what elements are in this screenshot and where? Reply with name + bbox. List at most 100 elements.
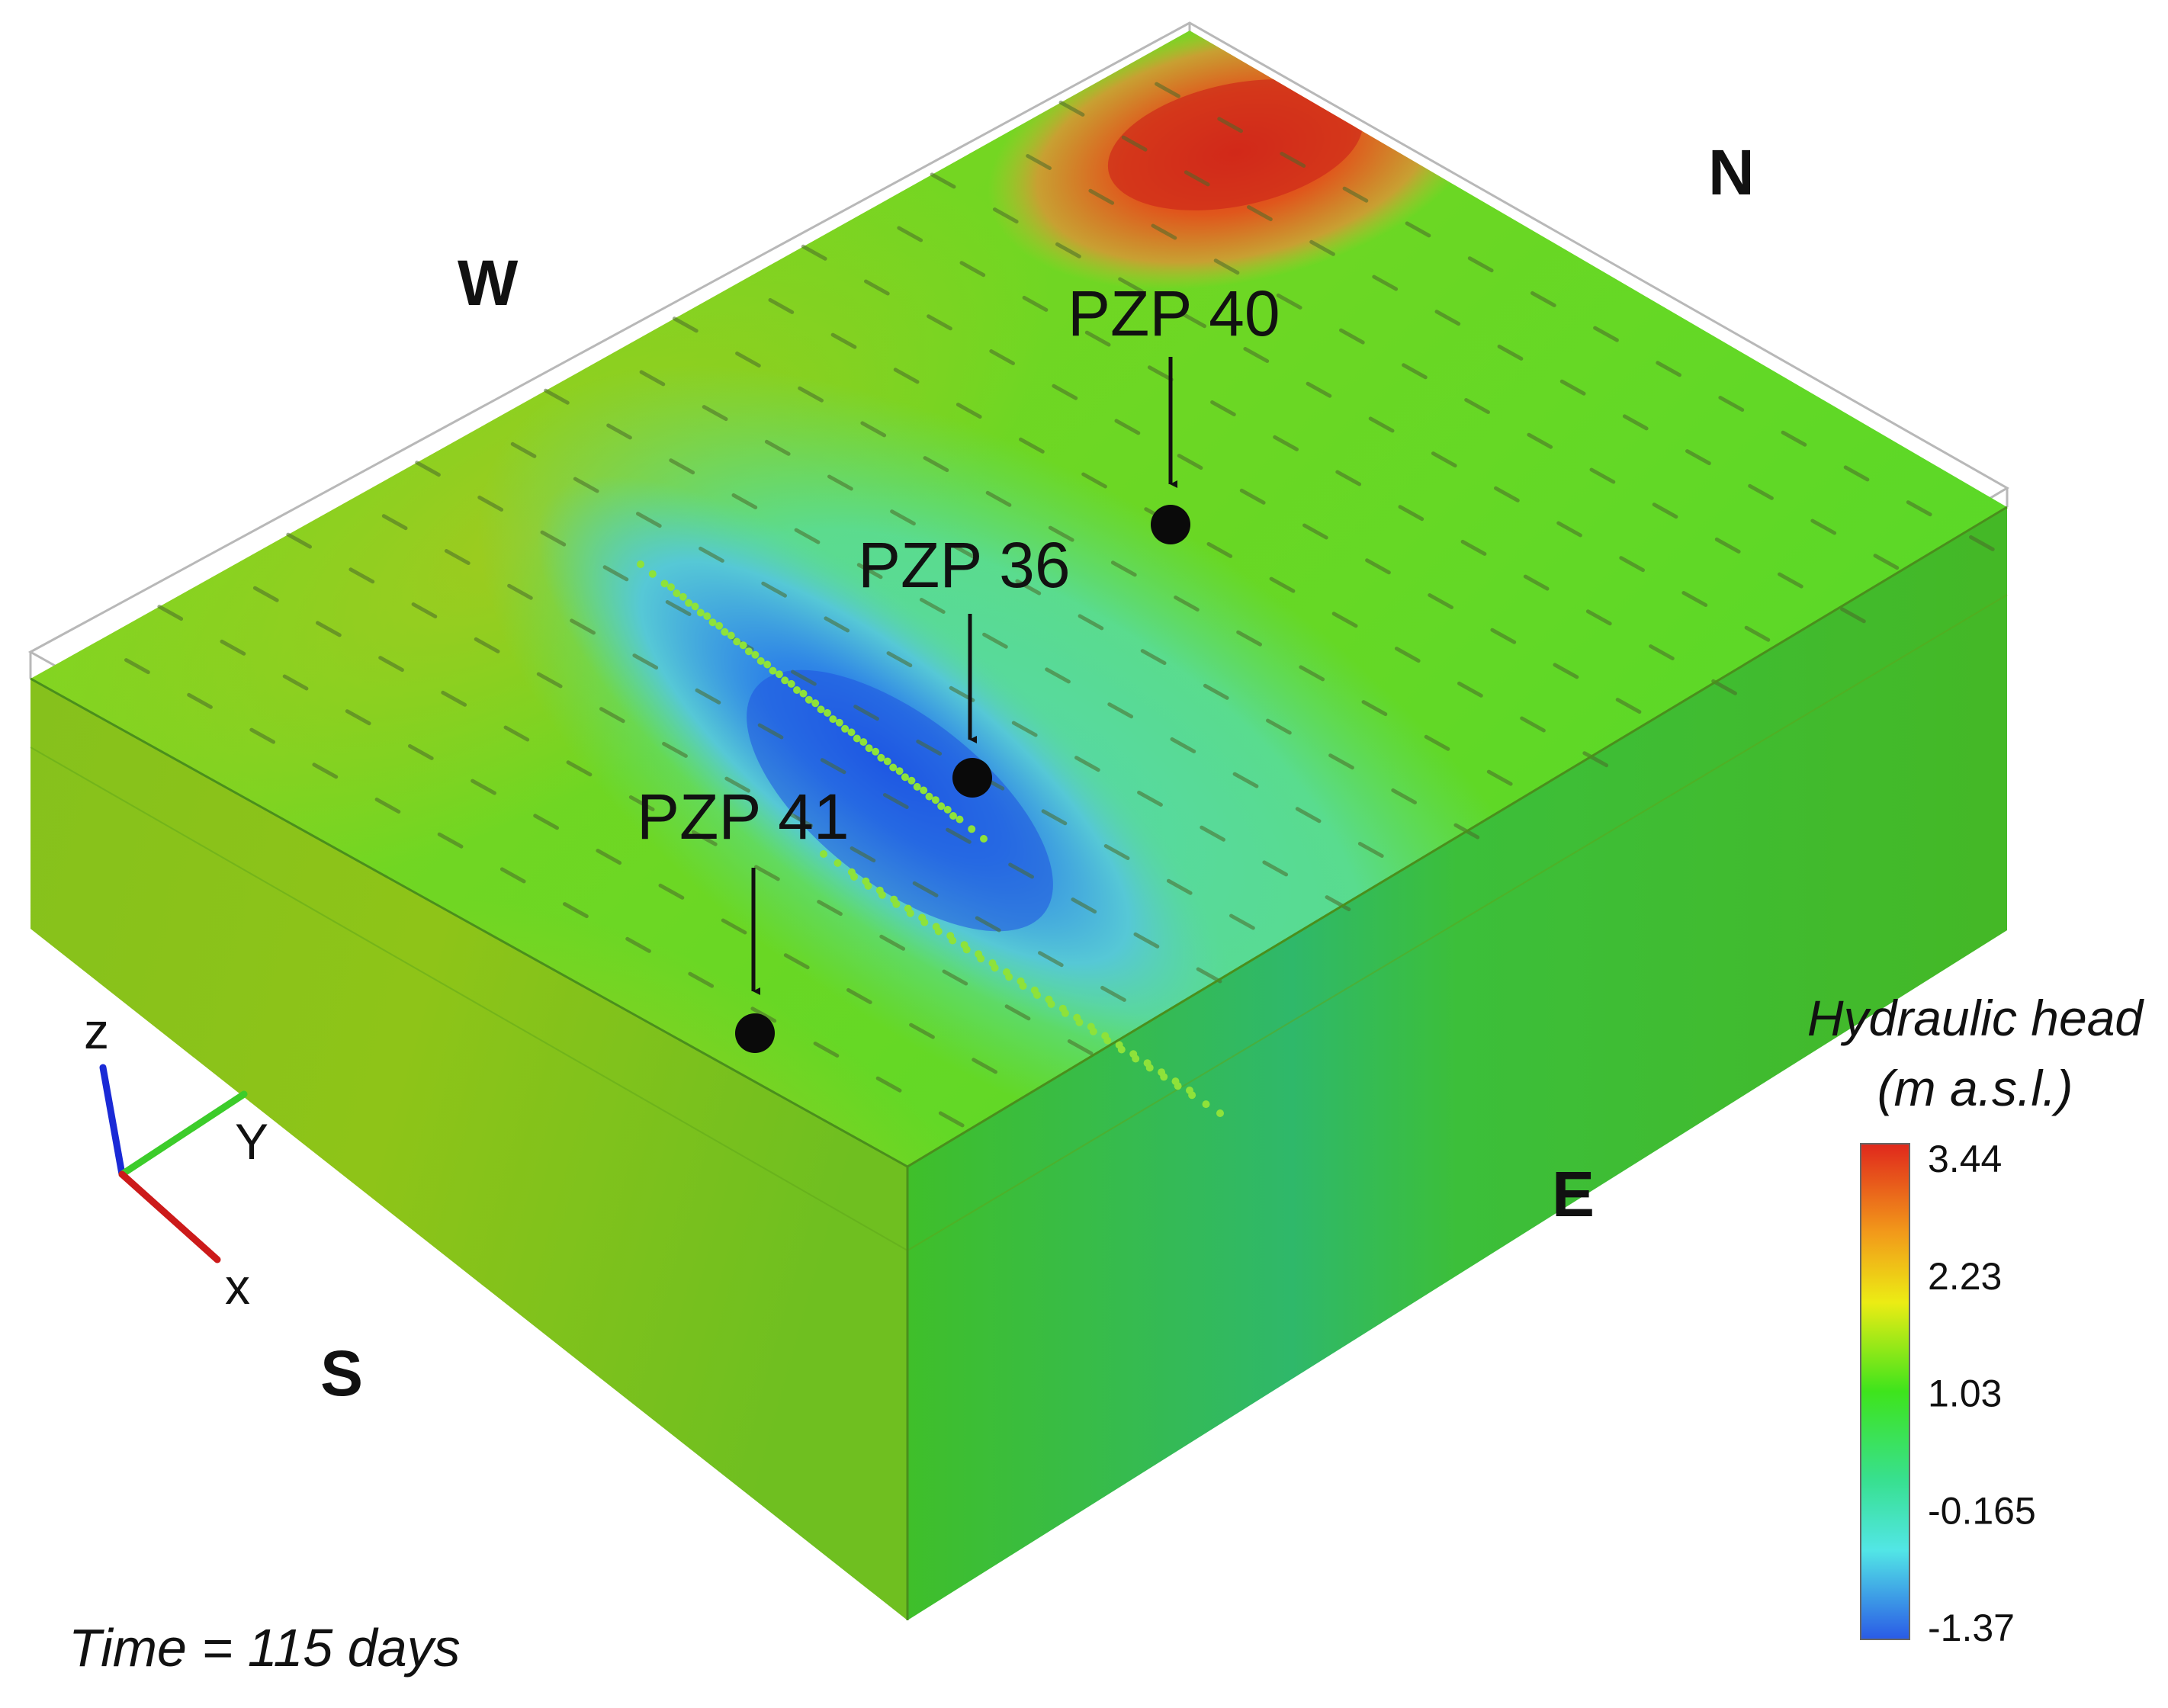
contour-step [798, 386, 824, 403]
contour-step [1559, 379, 1586, 396]
pumping-well-dot [775, 670, 783, 679]
pumping-well-dot [1075, 1018, 1084, 1026]
well-marker [735, 1013, 775, 1053]
pumping-well-dot [673, 589, 681, 598]
axis-label-x: x [225, 1258, 250, 1315]
contour-step [882, 793, 909, 809]
contour-step [761, 581, 787, 598]
contour-step [1055, 242, 1081, 258]
contour-step [1019, 437, 1045, 454]
legend-tick-label: -1.37 [1928, 1607, 2015, 1649]
pumping-well-dot [817, 705, 825, 714]
contour-step [1527, 432, 1553, 449]
contour-step [1325, 895, 1351, 912]
contour-step [923, 456, 949, 473]
contour-step [1177, 454, 1203, 470]
contour-step [1486, 769, 1513, 786]
contour-step [1302, 523, 1328, 540]
pumping-well-dot [733, 637, 741, 646]
contour-step [1081, 472, 1107, 489]
contour-step [846, 987, 872, 1004]
well-pzp40: PZP 40 [1068, 278, 1280, 544]
contour-step [1071, 897, 1097, 914]
contour-step [536, 672, 563, 689]
pumping-well-dot [1019, 982, 1027, 990]
pumping-well-dot [977, 955, 985, 963]
pumping-well-dot [1160, 1073, 1168, 1081]
contour-step [783, 953, 810, 970]
pumping-well-dot [833, 859, 842, 867]
pumping-well-dot [878, 891, 886, 899]
contour-step [1269, 576, 1296, 593]
colorbar [1860, 1143, 1910, 1640]
contour-step [930, 172, 956, 189]
contour-step [1239, 488, 1266, 505]
axis-label-z: z [84, 1003, 109, 1059]
pumping-well-dot [793, 686, 801, 694]
contour-step [1084, 330, 1111, 347]
well-marker [952, 758, 992, 798]
contour-step [1151, 223, 1177, 240]
contour-step [1004, 1004, 1031, 1021]
contour-step [956, 403, 982, 419]
pumping-well-dot [1103, 1036, 1112, 1045]
contour-step [187, 692, 213, 709]
contour-step [533, 814, 559, 830]
contour-step [1100, 985, 1126, 1002]
contour-step [975, 916, 1001, 933]
contour-step [1058, 100, 1085, 117]
contour-step [1467, 256, 1494, 273]
contour-step [1873, 554, 1900, 570]
contour-step [989, 349, 1015, 365]
contour-step [1103, 844, 1130, 860]
contour-step [1424, 734, 1450, 751]
contour-step [1368, 416, 1395, 433]
contour-step [1339, 328, 1365, 345]
contour-step [658, 883, 685, 900]
pumping-well-dot [889, 763, 898, 772]
contour-step [1372, 274, 1399, 291]
pumping-well-dot [895, 767, 904, 775]
contour-step [1520, 716, 1546, 733]
contour-step [1295, 807, 1322, 824]
pumping-well-dot [829, 715, 837, 724]
pumping-well-dot [708, 618, 717, 627]
pumping-well-dot [637, 560, 644, 568]
contour-step [1585, 609, 1612, 626]
pumping-well-dot [901, 773, 909, 782]
contour-step [1530, 291, 1556, 307]
contour-step [1041, 809, 1068, 826]
contour-step [1088, 188, 1115, 205]
contour-step [573, 477, 599, 493]
pumping-well-dot [850, 873, 858, 881]
contour-step [824, 616, 850, 633]
pumping-well-dot [751, 650, 760, 659]
contour-step [1649, 644, 1675, 660]
contour-step [1213, 258, 1240, 275]
contour-step [791, 669, 817, 686]
contour-step [474, 637, 500, 653]
contour-step [625, 936, 651, 953]
contour-step [864, 279, 890, 296]
contour-step [856, 563, 883, 580]
pumping-well-dot [883, 757, 891, 766]
pumping-well-dot [991, 964, 999, 972]
pumping-well-dot [1145, 1064, 1154, 1072]
contour-step [507, 583, 533, 600]
contour-step [1428, 593, 1453, 609]
contour-step [1464, 398, 1490, 414]
contour-step [665, 600, 692, 616]
contour-step [1593, 326, 1619, 342]
pumping-well-dot [660, 580, 669, 588]
contour-step [1038, 951, 1064, 968]
contour-step [1394, 647, 1421, 663]
contour-step [794, 528, 821, 544]
pumping-well-dot [913, 782, 921, 791]
contour-step [566, 760, 593, 777]
contour-step [1553, 663, 1579, 679]
pumping-well-dot [648, 570, 657, 578]
pumping-well-dot [679, 592, 687, 601]
contour-step [628, 795, 655, 811]
pumping-well-dot [787, 679, 795, 688]
contour-step [563, 902, 589, 919]
